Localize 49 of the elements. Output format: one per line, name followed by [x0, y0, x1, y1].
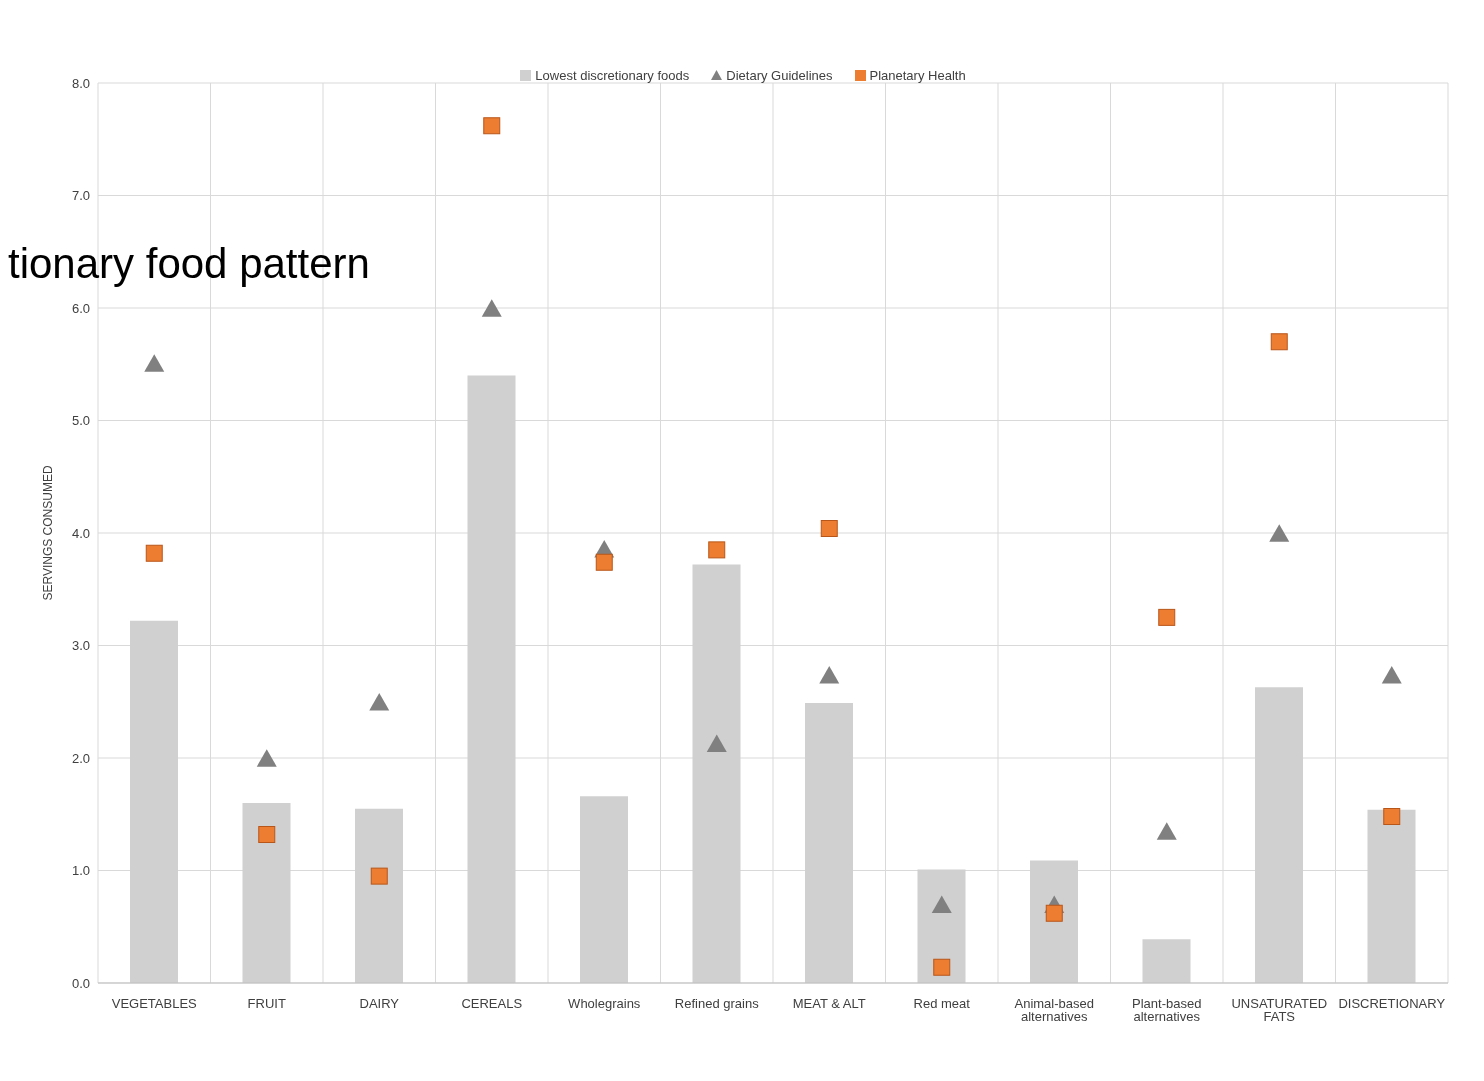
point — [1381, 665, 1402, 684]
y-tick-label: 3.0 — [71, 638, 90, 654]
x-tick-label: MEAT & ALT — [792, 996, 866, 1012]
x-tick-label: Animal-based alternatives — [1014, 996, 1094, 1025]
y-tick-label: 1.0 — [71, 863, 90, 879]
point — [145, 544, 163, 562]
point — [1269, 524, 1290, 542]
y-tick-label: 5.0 — [71, 413, 90, 429]
point — [258, 826, 276, 843]
legend-label: Planetary Health — [869, 68, 966, 83]
x-tick-label: DISCRETIONARY — [1338, 996, 1446, 1012]
point — [1045, 904, 1063, 922]
point — [931, 895, 952, 913]
y-tick-label: 4.0 — [71, 525, 90, 541]
point — [369, 692, 390, 711]
y-tick-label: 8.0 — [71, 75, 90, 91]
x-tick-label: VEGETABLES — [111, 996, 198, 1012]
x-tick-label: Red meat — [913, 996, 971, 1012]
point — [1158, 608, 1176, 626]
y-tick-label: 2.0 — [71, 750, 90, 766]
point — [933, 958, 951, 976]
point — [820, 520, 838, 537]
y-tick-label: 6.0 — [71, 300, 90, 316]
point — [595, 553, 613, 571]
point — [370, 867, 388, 885]
x-tick-label: UNSATURATED FATS — [1231, 996, 1328, 1025]
legend-label: Dietary Guidelines — [726, 68, 833, 83]
point — [483, 117, 501, 135]
y-tick-label: 0.0 — [71, 975, 90, 991]
point — [1156, 822, 1177, 840]
y-tick-label: 7.0 — [71, 188, 90, 204]
point — [144, 354, 165, 372]
point — [1383, 808, 1401, 825]
x-tick-label: FRUIT — [247, 996, 286, 1012]
point — [1270, 333, 1288, 351]
point — [256, 749, 277, 767]
x-tick-label: CEREALS — [461, 996, 523, 1012]
point — [708, 541, 726, 559]
x-tick-label: Plant-based alternatives — [1132, 996, 1202, 1025]
x-tick-label: Refined grains — [674, 996, 760, 1012]
point — [706, 734, 727, 752]
x-tick-label: Wholegrains — [568, 996, 641, 1012]
y-axis-title: SERVINGS CONSUMED — [41, 465, 56, 601]
bar — [1142, 939, 1191, 983]
text: tionary food pattern — [8, 240, 370, 288]
x-tick-label: DAIRY — [359, 996, 400, 1012]
legend-label: Lowest discretionary foods — [535, 68, 690, 83]
point — [819, 665, 840, 684]
point — [481, 299, 502, 317]
